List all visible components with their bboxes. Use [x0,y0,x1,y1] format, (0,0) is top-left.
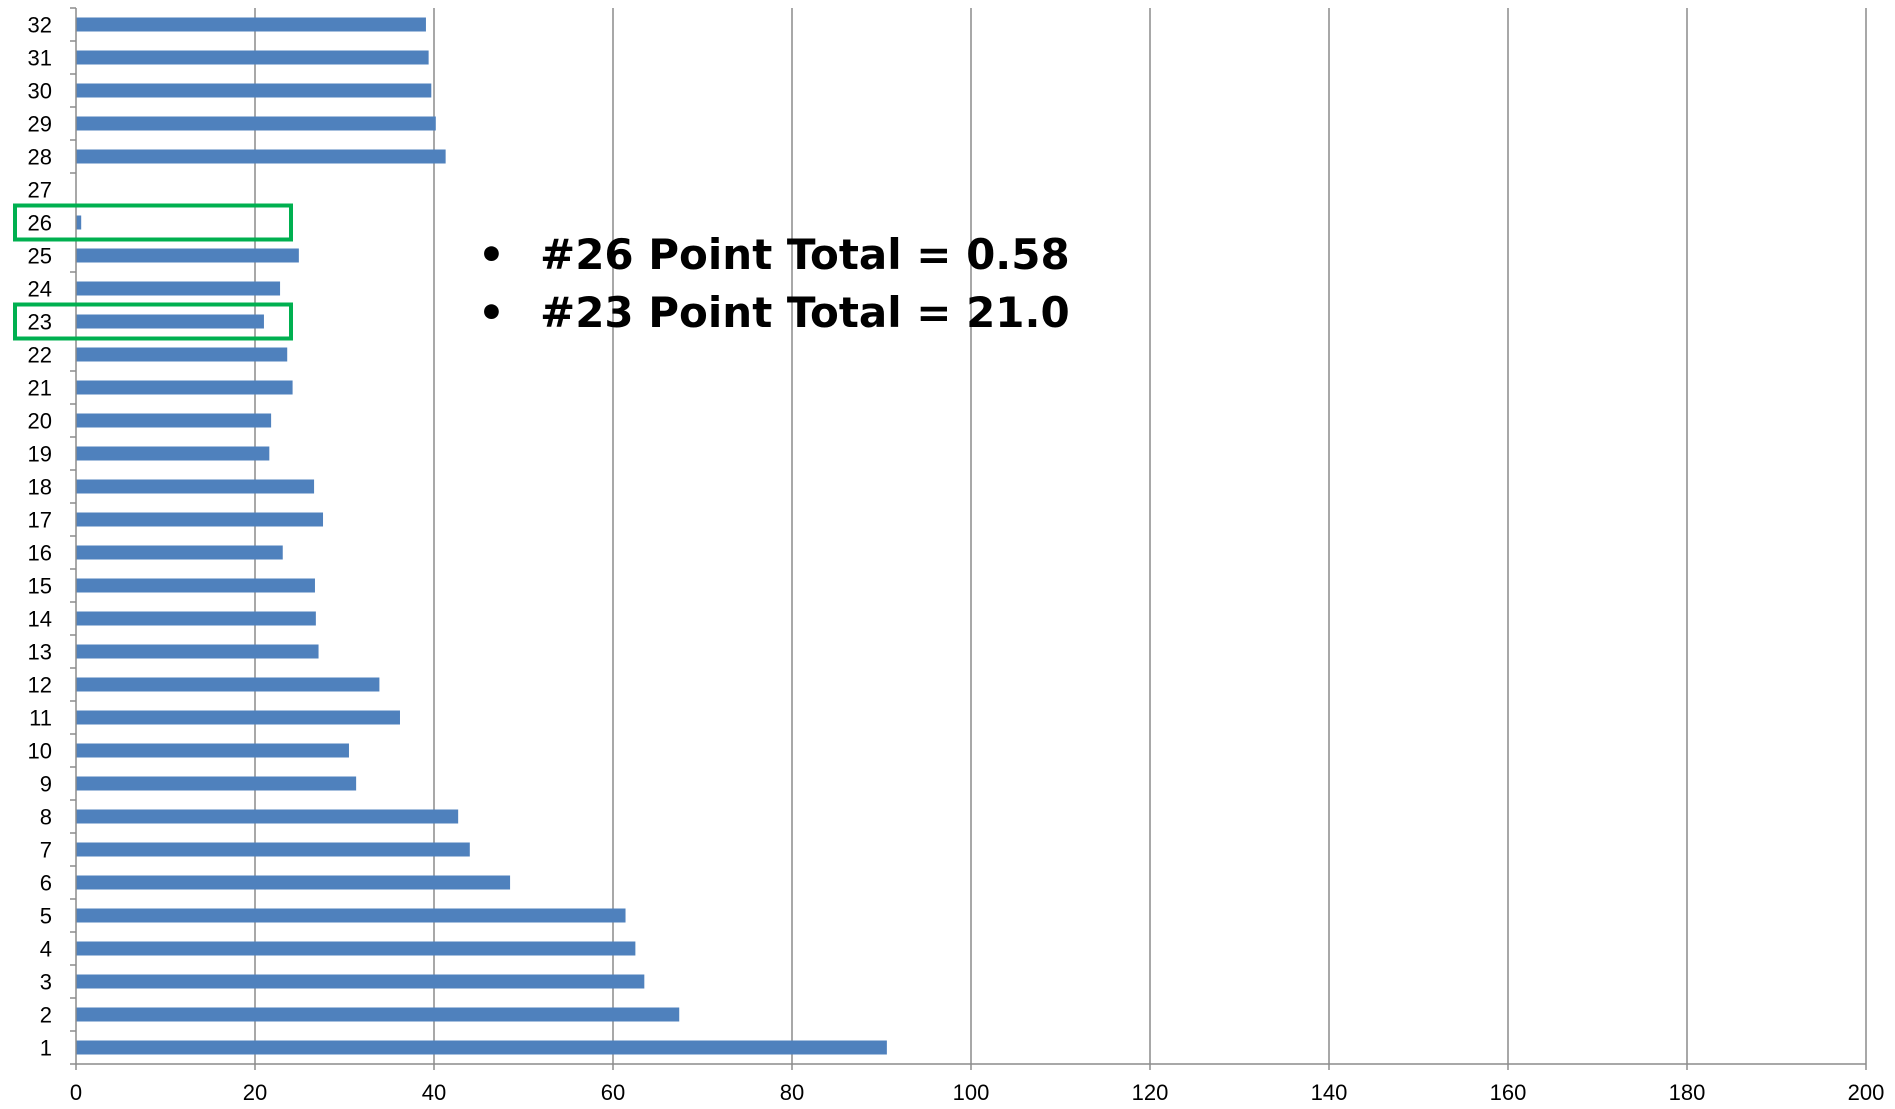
annotation-bullet: • [478,288,505,337]
bar [76,83,432,98]
y-tick-label: 17 [28,508,52,533]
y-tick-label: 20 [28,409,52,434]
x-tick-label: 100 [953,1080,990,1105]
bar [76,248,299,263]
bar [76,149,446,164]
y-tick-label: 21 [28,376,52,401]
gridlines [254,8,1867,1064]
y-tick-label: 5 [40,904,52,929]
highlight-boxes [13,203,293,341]
x-tick-label: 140 [1311,1080,1348,1105]
y-tick-label: 16 [28,541,52,566]
y-tick-label: 18 [28,475,52,500]
y-tick-label: 31 [28,46,52,71]
bar [76,908,626,923]
bar [76,545,283,560]
y-tick-label: 11 [29,706,52,731]
y-tick-label: 19 [28,442,52,467]
bar [76,743,349,758]
bar [76,578,315,593]
bar [76,314,264,329]
bar [76,611,316,626]
y-tick-label: 27 [28,178,52,203]
bar [76,974,645,989]
y-tick-label: 12 [28,673,52,698]
y-tick-label: 6 [40,871,52,896]
x-tick-label: 60 [601,1080,625,1105]
bar [76,776,357,791]
y-tick-label: 4 [40,937,52,962]
y-tick-label: 9 [40,772,52,797]
bar [76,941,636,956]
bar [76,710,400,725]
annotation-list: • #26 Point Total = 0.58 • #23 Point Tot… [478,230,1070,337]
bar [76,50,429,65]
bar [76,281,281,296]
bar [76,644,319,659]
x-tick-label: 0 [70,1080,82,1105]
y-tick-label: 25 [28,244,52,269]
y-tick-label: 15 [28,574,52,599]
y-tick-label: 14 [28,607,52,632]
y-tick-label: 13 [28,640,52,665]
bar [76,380,293,395]
bar [76,215,82,230]
x-tick-label: 200 [1848,1080,1885,1105]
bars [76,17,887,1055]
axes: 1234567891011121314151617181920212223242… [28,7,1885,1105]
bar [76,413,272,428]
y-tick-label: 23 [28,310,52,335]
bar [76,116,436,131]
bar [76,512,324,527]
x-tick-label: 40 [422,1080,446,1105]
annotation-text: #26 Point Total = 0.58 [540,230,1070,279]
highlight-box [13,203,293,242]
y-tick-label: 10 [28,739,52,764]
annotation-bullet: • [478,230,505,279]
x-tick-label: 80 [780,1080,804,1105]
highlight-box [13,302,293,341]
x-tick-label: 120 [1132,1080,1169,1105]
y-tick-label: 32 [28,13,52,38]
bar [76,842,470,857]
y-tick-label: 28 [28,145,52,170]
y-tick-label: 22 [28,343,52,368]
y-tick-label: 1 [40,1036,52,1061]
bar [76,479,315,494]
bar [76,1007,680,1022]
y-tick-label: 3 [40,970,52,995]
bar [76,677,380,692]
bar [76,875,511,890]
y-tick-label: 2 [40,1003,52,1028]
bar [76,17,426,32]
bar [76,809,459,824]
y-tick-label: 30 [28,79,52,104]
y-tick-label: 24 [28,277,52,302]
y-tick-label: 29 [28,112,52,137]
annotation-text: #23 Point Total = 21.0 [540,288,1070,337]
y-tick-label: 26 [28,211,52,236]
x-tick-label: 180 [1669,1080,1706,1105]
bar [76,446,270,461]
x-tick-label: 20 [243,1080,267,1105]
y-tick-label: 8 [40,805,52,830]
bar [76,1040,887,1055]
y-tick-label: 7 [40,838,52,863]
x-tick-label: 160 [1490,1080,1527,1105]
bar [76,347,288,362]
